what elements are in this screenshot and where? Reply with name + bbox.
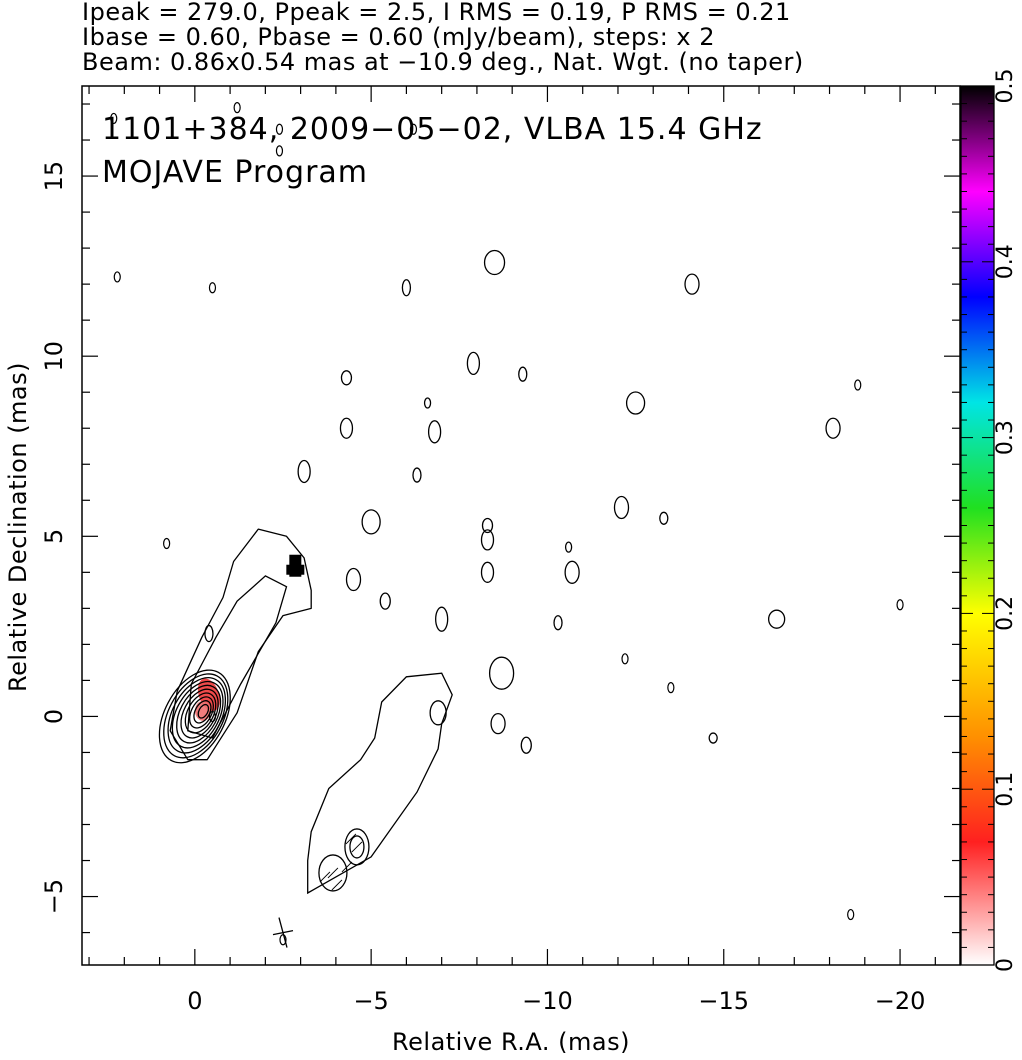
noise-contour bbox=[275, 123, 284, 135]
noise-contour bbox=[520, 736, 532, 754]
noise-contour bbox=[435, 606, 449, 632]
colorbar-tick-label: 0.5 bbox=[993, 69, 1018, 104]
jet-envelope-contour bbox=[169, 528, 312, 761]
chart-title: 1101+384, 2009−05−02, VLBA 15.4 GHz bbox=[102, 112, 763, 147]
noise-contour bbox=[340, 370, 353, 386]
y-tick-label: 0 bbox=[40, 709, 68, 724]
noise-contour bbox=[553, 615, 563, 631]
noise-contour bbox=[163, 537, 171, 550]
noise-contour bbox=[659, 511, 669, 525]
noise-contour bbox=[401, 279, 412, 297]
polarized-patch-knot-base bbox=[286, 564, 305, 575]
noise-contour bbox=[488, 656, 515, 690]
noise-contour bbox=[427, 420, 442, 444]
noise-contour bbox=[379, 592, 391, 610]
noise-contour bbox=[361, 509, 381, 535]
header-line-2: Ibase = 0.60, Pbase = 0.60 (mJy/beam), s… bbox=[82, 23, 716, 51]
plot-frame bbox=[81, 85, 961, 966]
y-tick-label: 5 bbox=[40, 529, 68, 544]
noise-contour bbox=[621, 653, 629, 665]
noise-contour bbox=[110, 112, 118, 125]
y-tick-label: 15 bbox=[40, 161, 68, 192]
noise-contour bbox=[466, 351, 481, 376]
x-axis-label: Relative R.A. (mas) bbox=[392, 1028, 630, 1056]
noise-contour bbox=[708, 732, 718, 744]
noise-contour bbox=[767, 609, 786, 629]
colorbar-layer: 0 0.1 0.2 0.3 0.4 0.5 bbox=[960, 69, 1018, 972]
x-tick-label: −20 bbox=[875, 987, 926, 1015]
beam-minor-axis bbox=[272, 929, 294, 936]
southern-component-contour bbox=[307, 672, 453, 895]
noise-contour bbox=[113, 271, 121, 283]
colorbar-tick-label: 0 bbox=[993, 958, 1018, 972]
noise-contour bbox=[429, 700, 447, 726]
noise-contour bbox=[896, 599, 904, 611]
header-line-1: Ipeak = 279.0, Ppeak = 2.5, I RMS = 0.19… bbox=[82, 0, 791, 26]
header-line-3: Beam: 0.86x0.54 mas at −10.9 deg., Nat. … bbox=[82, 48, 804, 76]
noise-contour bbox=[480, 529, 495, 551]
noise-contour bbox=[518, 366, 528, 382]
colorbar-tick-label: 0.3 bbox=[993, 420, 1018, 455]
noise-contour bbox=[613, 495, 630, 520]
noise-contour bbox=[412, 467, 422, 483]
noise-contour bbox=[490, 712, 506, 735]
noise-contour bbox=[339, 417, 354, 439]
noise-contour bbox=[345, 567, 362, 592]
x-tick-label: 0 bbox=[187, 987, 202, 1015]
noise-contour bbox=[564, 541, 573, 553]
noise-contour bbox=[684, 273, 700, 295]
core-contour bbox=[193, 700, 212, 724]
y-tick-label: −5 bbox=[40, 879, 68, 914]
noise-contour bbox=[847, 908, 855, 921]
x-tick-label: −15 bbox=[698, 987, 749, 1015]
polarization-vector bbox=[331, 879, 343, 891]
southern-knot-contour bbox=[349, 835, 365, 859]
y-axis-label: Relative Declination (mas) bbox=[4, 361, 32, 693]
noise-contour bbox=[297, 459, 311, 484]
noise-contour bbox=[409, 123, 418, 135]
core-contour bbox=[158, 669, 231, 764]
x-tick-label: −5 bbox=[353, 987, 388, 1015]
colorbar-tick-label: 0.1 bbox=[993, 772, 1018, 807]
polarization-vector bbox=[341, 861, 353, 873]
polarization-vector bbox=[327, 867, 339, 879]
noise-contour bbox=[854, 379, 862, 391]
noise-contour bbox=[625, 391, 646, 415]
noise-contour bbox=[275, 145, 284, 157]
core-contour bbox=[163, 673, 229, 759]
polarization-vector bbox=[351, 841, 363, 853]
southern-knot-contour bbox=[344, 828, 370, 866]
core-contour bbox=[176, 684, 222, 744]
noise-contour bbox=[825, 417, 841, 439]
axes-layer: 0 −5 −10 −15 −20 −5 0 5 10 15 bbox=[40, 85, 961, 1015]
jet-inner-contour bbox=[187, 575, 288, 739]
image-header: Ipeak = 279.0, Ppeak = 2.5, I RMS = 0.19… bbox=[82, 0, 1022, 75]
core-contour bbox=[188, 696, 214, 729]
core-contour bbox=[171, 680, 224, 749]
noise-contour bbox=[233, 102, 241, 114]
noise-contour bbox=[667, 682, 675, 694]
noise-contour bbox=[483, 249, 506, 276]
colorbar-tick-label: 0.4 bbox=[993, 244, 1018, 279]
noise-contour bbox=[208, 710, 217, 723]
noise-contour bbox=[204, 624, 214, 643]
noise-contour bbox=[481, 517, 494, 534]
southern-knot-contour bbox=[318, 854, 348, 892]
core-contour bbox=[197, 703, 210, 719]
polarization-vector bbox=[319, 871, 331, 883]
noise-contour bbox=[208, 282, 217, 294]
y-tick-label: 10 bbox=[40, 341, 68, 372]
noise-contour bbox=[480, 561, 495, 583]
x-tick-label: −10 bbox=[522, 987, 573, 1015]
polarization-vector bbox=[345, 833, 357, 845]
colorbar-tick-label: 0.2 bbox=[993, 596, 1018, 631]
noise-contour bbox=[564, 560, 580, 584]
noise-contour bbox=[423, 397, 432, 409]
map-layer bbox=[110, 102, 904, 948]
chart-subtitle: MOJAVE Program bbox=[102, 155, 369, 190]
